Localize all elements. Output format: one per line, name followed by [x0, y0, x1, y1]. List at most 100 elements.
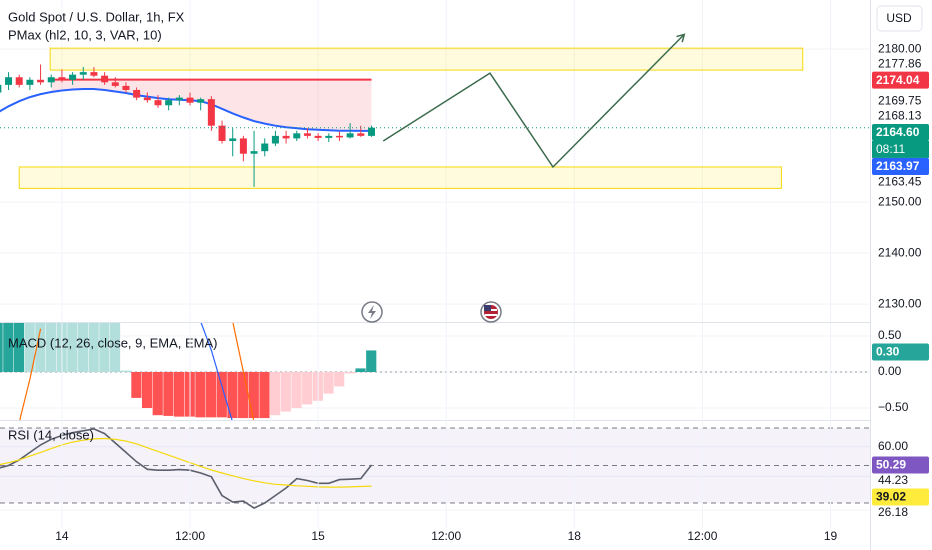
price-badge — [872, 488, 929, 506]
macd-bar — [99, 323, 110, 373]
x-tick-label: 12:00 — [431, 529, 461, 543]
macd-bar — [291, 372, 302, 408]
countdown-badge — [872, 140, 929, 158]
macd-bar — [77, 323, 89, 373]
price-badge — [872, 343, 929, 361]
y-tick-label: 0.00 — [878, 364, 902, 378]
zone — [18, 166, 782, 189]
x-tick-label: 15 — [311, 529, 325, 543]
candle-body — [79, 72, 87, 75]
candle-body — [47, 77, 55, 83]
macd-bar — [238, 372, 249, 419]
candle-body — [282, 135, 290, 139]
macd-bar — [248, 372, 259, 419]
candle-body — [133, 89, 141, 98]
macd-bar — [280, 372, 291, 412]
candle-body — [15, 77, 23, 85]
price-badge-label: 0.30 — [876, 345, 900, 359]
x-tick-label: 14 — [55, 529, 69, 543]
macd-bar — [67, 323, 78, 373]
x-tick-label: 12:00 — [687, 529, 717, 543]
zone — [49, 47, 804, 71]
macd-bar — [270, 372, 281, 416]
candle-body — [250, 151, 258, 154]
price-pane — [0, 0, 870, 322]
macd-bar — [355, 368, 366, 373]
macd-bar — [259, 372, 270, 419]
macd-bar — [334, 372, 345, 387]
candle-body — [357, 133, 365, 136]
rsi-title: RSI (14, close) — [8, 427, 94, 442]
flag-icon[interactable] — [480, 301, 502, 323]
macd-bar — [45, 323, 57, 373]
macd-bar — [3, 323, 14, 373]
candle-body — [325, 135, 333, 138]
currency-button[interactable] — [876, 5, 923, 32]
candle-body — [26, 79, 34, 85]
event-icon[interactable] — [361, 301, 383, 323]
y-tick-label: 26.18 — [878, 505, 908, 519]
price-label: 2163.45 — [878, 175, 922, 189]
candle-body — [58, 77, 66, 80]
candle-body — [5, 77, 13, 85]
price-badge — [872, 123, 929, 141]
macd-line — [19, 323, 255, 420]
candle-body — [0, 84, 2, 93]
macd-bar — [195, 372, 206, 418]
ma-line — [0, 88, 372, 132]
y-tick-label: 0.50 — [878, 328, 902, 342]
macd-pane — [0, 323, 870, 420]
y-tick-label: 44.23 — [878, 473, 908, 487]
rsi-pane — [0, 427, 870, 511]
macd-bar — [109, 323, 121, 373]
macd-bar — [174, 372, 185, 417]
candle-body — [111, 82, 119, 86]
candle-body — [154, 100, 162, 106]
countdown-label: 08:11 — [876, 142, 905, 156]
macd-line — [200, 323, 233, 420]
candle-body — [165, 100, 173, 106]
price-label: 2169.75 — [878, 94, 922, 108]
candle-body — [346, 133, 354, 138]
x-tick-label: 19 — [824, 529, 838, 543]
macd-bar — [24, 323, 35, 373]
macd-bar — [35, 323, 46, 373]
candle-body — [367, 127, 375, 136]
candle-body — [197, 99, 205, 103]
price-badge-label: 39.02 — [876, 490, 906, 504]
chart-title: Gold Spot / U.S. Dollar, 1h, FX — [8, 9, 185, 24]
macd-bar — [88, 323, 99, 373]
macd-bar — [344, 372, 355, 374]
macd-bar — [227, 372, 238, 419]
price-label: 2177.86 — [878, 56, 922, 70]
macd-bar — [152, 372, 163, 416]
x-tick-label: 18 — [568, 529, 582, 543]
price-badge — [872, 456, 929, 474]
macd-bar — [0, 323, 3, 373]
candle-body — [143, 97, 151, 101]
y-tick-label: −0.50 — [878, 400, 909, 414]
macd-bar — [302, 372, 313, 405]
price-label: 2168.13 — [878, 109, 922, 123]
rsi-ma-line — [0, 437, 372, 488]
y-tick-label: 2180.00 — [878, 41, 922, 55]
candle-body — [175, 97, 183, 101]
rsi-line — [0, 428, 373, 510]
macd-bar — [216, 372, 227, 418]
macd-bar — [13, 323, 25, 373]
indicator-title: PMax (hl2, 10, 3, VAR, 10) — [8, 27, 162, 42]
candle-body — [101, 75, 109, 83]
price-badge-label: 2164.60 — [876, 125, 920, 139]
macd-bar — [323, 372, 334, 394]
macd-bar — [206, 372, 217, 418]
candle-body — [293, 133, 301, 139]
candle-body — [37, 79, 45, 83]
candle-body — [186, 97, 194, 103]
candle-body — [335, 135, 343, 138]
y-tick-label: 2130.00 — [878, 296, 922, 310]
projection-path — [382, 33, 686, 169]
y-tick-label: 2140.00 — [878, 245, 922, 259]
macd-bar — [141, 372, 153, 408]
